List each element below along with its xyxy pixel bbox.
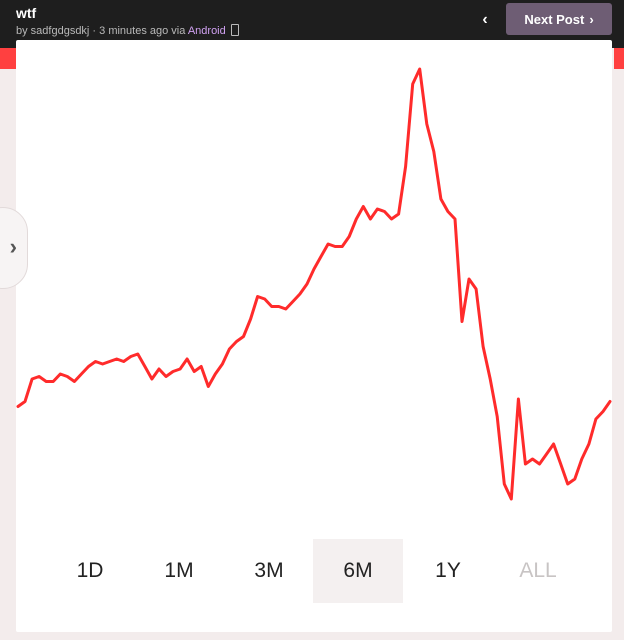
accent-stripe-left — [0, 48, 16, 69]
next-post-label: Next Post — [524, 11, 585, 27]
next-post-button[interactable]: Next Post › — [506, 3, 612, 35]
chart-card: 1D 1M 3M 6M 1Y ALL — [16, 40, 612, 632]
post-meta: by sadfgdgsdkj · 3 minutes ago via Andro… — [16, 24, 239, 37]
range-tab-all: ALL — [519, 559, 557, 582]
phone-icon — [230, 24, 239, 36]
chevron-right-icon: › — [589, 11, 594, 27]
post-title: wtf — [16, 5, 37, 21]
accent-stripe-right — [614, 48, 624, 69]
post-platform[interactable]: Android — [187, 25, 226, 37]
range-tab-3m[interactable]: 3M — [254, 559, 284, 582]
range-tab-1y[interactable]: 1Y — [435, 559, 461, 582]
previous-post-chevron-icon[interactable]: ‹ — [482, 11, 488, 28]
price-line — [16, 67, 612, 501]
range-tab-1d[interactable]: 1D — [76, 559, 104, 582]
range-tab-6m[interactable]: 6M — [313, 539, 403, 603]
price-chart — [16, 67, 612, 501]
post-author-time: by sadfgdgsdkj · 3 minutes ago via — [16, 25, 188, 37]
chevron-right-icon: › — [9, 234, 17, 259]
side-drawer-toggle[interactable]: › — [0, 207, 28, 289]
range-tab-1m[interactable]: 1M — [164, 559, 194, 582]
